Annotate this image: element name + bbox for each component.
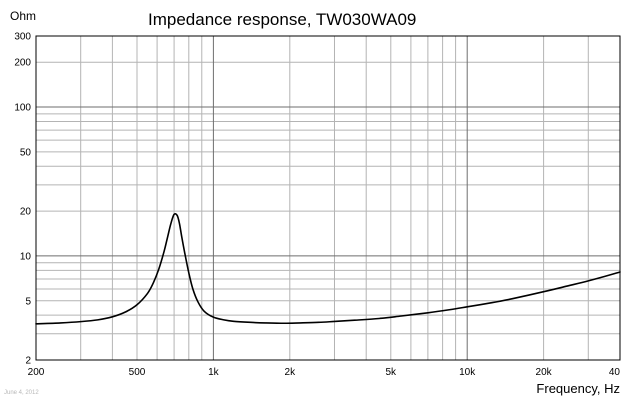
x-tick-label: 40 xyxy=(609,367,621,378)
x-tick-label: 200 xyxy=(28,367,45,378)
y-tick-label: 2 xyxy=(25,356,31,367)
y-tick-label: 5 xyxy=(25,296,31,307)
x-tick-label: 2k xyxy=(285,367,297,378)
x-tick-label: 500 xyxy=(129,367,146,378)
date-stamp: June 4, 2012 xyxy=(4,390,39,396)
minor-grid xyxy=(35,36,621,360)
y-axis-label: Ohm xyxy=(10,9,37,23)
y-axis-ticks: 2 5 10 20 50 100 200 300 xyxy=(14,32,31,367)
series-layer xyxy=(35,212,621,325)
y-tick-label: 300 xyxy=(14,32,31,43)
y-tick-label: 10 xyxy=(20,251,32,262)
chart-title: Impedance response, TW030WA09 xyxy=(148,10,417,29)
y-tick-label: 20 xyxy=(20,207,32,218)
y-tick-label: 200 xyxy=(14,58,31,69)
x-tick-label: 20k xyxy=(536,367,553,378)
x-tick-label: 10k xyxy=(459,367,476,378)
y-tick-label: 50 xyxy=(20,147,32,158)
y-tick-label: 100 xyxy=(14,103,31,114)
impedance-curve xyxy=(35,212,621,325)
plot-frame xyxy=(35,35,621,361)
x-axis-ticks: 200 500 1k 2k 5k 10k 20k 40 xyxy=(28,367,621,378)
major-grid xyxy=(36,36,620,360)
x-tick-label: 5k xyxy=(386,367,398,378)
x-tick-label: 1k xyxy=(208,367,220,378)
x-axis-label: Frequency, Hz xyxy=(536,381,620,396)
